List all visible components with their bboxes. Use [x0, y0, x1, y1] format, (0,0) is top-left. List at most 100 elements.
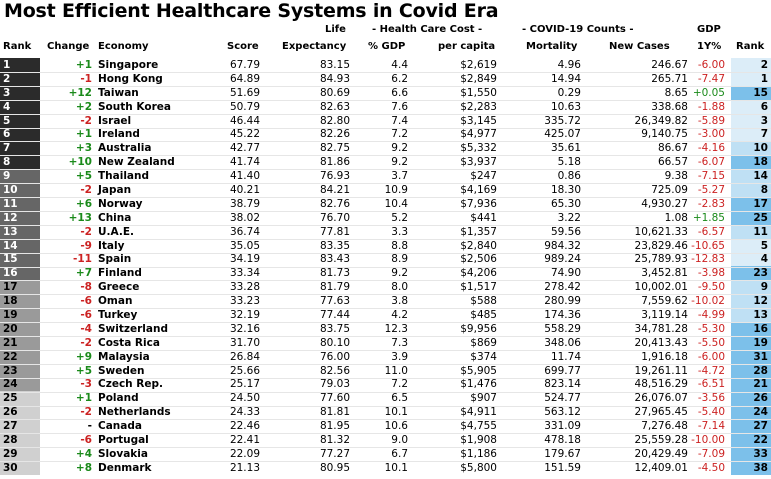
economy-cell: Costa Rica — [98, 336, 160, 349]
gdp-1y-cell: -9.50 — [697, 281, 725, 294]
change-cell: +6 — [75, 197, 92, 210]
table-row: 1 +1 Singapore 67.79 83.15 4.4 $2,619 4.96 246.6… — [0, 58, 771, 72]
table-row: 20 -4 Switzerland 32.16 83.75 12.3 $9,956 558.2… — [0, 321, 771, 336]
table-row: 17 -8 Greece 33.28 81.79 8.0 $1,517 278.42 10,00… — [0, 280, 771, 295]
economy-cell: Slovakia — [98, 447, 148, 460]
score-cell: 33.23 — [229, 295, 260, 308]
new-cases-cell: 10,002.01 — [634, 281, 688, 294]
mortality-cell: 280.99 — [544, 295, 581, 308]
header-gdp-pct: % GDP — [368, 41, 406, 52]
mortality-cell: 4.96 — [557, 59, 581, 71]
economy-cell: Spain — [98, 253, 132, 266]
rank-2-cell: 12 — [731, 294, 771, 309]
score-cell: 34.19 — [229, 253, 260, 266]
economy-cell: Poland — [98, 392, 139, 405]
rank-cell: 2 — [0, 71, 40, 86]
score-cell: 41.74 — [229, 156, 260, 169]
per-capita-cell: $4,977 — [460, 128, 497, 141]
life-expectancy-cell: 79.03 — [319, 378, 350, 391]
score-cell: 40.21 — [229, 184, 260, 197]
mortality-cell: 823.14 — [544, 378, 581, 391]
life-expectancy-cell: 77.44 — [319, 309, 350, 322]
change-cell: +5 — [75, 364, 92, 377]
rank-2-cell: 5 — [731, 238, 771, 253]
mortality-cell: 179.67 — [544, 447, 581, 460]
economy-cell: Greece — [98, 281, 140, 294]
gdp-1y-cell: -6.00 — [697, 350, 725, 363]
economy-cell: Hong Kong — [98, 72, 163, 85]
mortality-cell: 563.12 — [544, 406, 581, 419]
rank-2-cell: 10 — [731, 141, 771, 156]
new-cases-cell: 19,261.11 — [634, 364, 688, 377]
rank-cell: 24 — [0, 377, 40, 392]
gdp-1y-cell: +0.05 — [692, 86, 725, 99]
life-expectancy-cell: 77.63 — [319, 295, 350, 308]
rank-2-cell: 13 — [731, 308, 771, 322]
table-row: 13 -2 U.A.E. 36.74 77.81 3.3 $1,357 59.56 10,621… — [0, 224, 771, 239]
economy-cell: Oman — [98, 295, 133, 308]
life-expectancy-cell: 82.76 — [319, 197, 350, 210]
rank-2-cell: 23 — [731, 266, 771, 281]
header-mortality: Mortality — [526, 41, 578, 52]
per-capita-cell: $2,840 — [460, 239, 497, 252]
economy-cell: Norway — [98, 197, 143, 210]
per-capita-cell: $5,905 — [460, 364, 497, 377]
per-capita-cell: $441 — [470, 211, 497, 224]
table-row: 7 +3 Australia 42.77 82.75 9.2 $5,332 35.61 86.6… — [0, 141, 771, 156]
rank-2-cell: 26 — [731, 391, 771, 406]
per-capita-cell: $247 — [470, 170, 497, 183]
change-cell: -2 — [80, 114, 92, 127]
header-gdp-line2: 1Y% — [697, 41, 722, 52]
mortality-cell: 558.29 — [544, 322, 581, 335]
rank-2-cell: 27 — [731, 419, 771, 434]
row-divider — [0, 197, 771, 198]
gdp-pct-cell: 8.9 — [391, 253, 408, 266]
gdp-1y-cell: -10.65 — [691, 239, 725, 252]
new-cases-cell: 725.09 — [651, 184, 688, 197]
economy-cell: Malaysia — [98, 350, 150, 363]
score-cell: 45.22 — [229, 128, 260, 141]
header-new-cases: New Cases — [609, 41, 670, 52]
row-divider — [0, 252, 771, 254]
per-capita-cell: $4,206 — [460, 267, 497, 280]
mortality-cell: 425.07 — [544, 128, 581, 141]
new-cases-cell: 25,789.93 — [634, 253, 688, 266]
row-divider — [0, 141, 771, 143]
gdp-1y-cell: -7.15 — [697, 170, 725, 183]
life-expectancy-cell: 84.21 — [319, 184, 350, 197]
table-row: 18 -6 Oman 33.23 77.63 3.8 $588 280.99 7,559.62-… — [0, 294, 771, 309]
economy-cell: Ireland — [98, 128, 140, 141]
mortality-cell: 5.18 — [557, 156, 581, 169]
score-cell: 26.84 — [229, 350, 260, 363]
life-expectancy-cell: 82.75 — [319, 142, 350, 155]
economy-cell: Czech Rep. — [98, 378, 164, 391]
per-capita-cell: $1,186 — [460, 447, 497, 460]
rank-2-cell: 24 — [731, 405, 771, 420]
row-divider — [0, 447, 771, 449]
mortality-cell: 278.42 — [544, 281, 581, 294]
score-cell: 24.33 — [229, 406, 260, 419]
row-divider — [0, 308, 771, 310]
table-row: 21 -2 Costa Rica 31.70 80.10 7.3 $869 348.06 20,… — [0, 335, 771, 350]
new-cases-cell: 27,965.45 — [634, 406, 688, 419]
row-divider — [0, 71, 771, 73]
gdp-1y-cell: -7.14 — [697, 420, 725, 433]
per-capita-cell: $588 — [470, 295, 497, 308]
table-row: 19 -6 Turkey 32.19 77.44 4.2 $485 174.36 3,119.1… — [0, 308, 771, 322]
life-expectancy-cell: 84.93 — [319, 72, 350, 85]
rank-2-cell: 7 — [731, 127, 771, 142]
life-expectancy-cell: 82.26 — [319, 128, 350, 141]
new-cases-cell: 3,119.14 — [641, 309, 688, 322]
mortality-cell: 0.86 — [557, 170, 581, 183]
row-divider — [0, 377, 771, 379]
rank-2-cell: 28 — [731, 363, 771, 378]
gdp-pct-cell: 6.7 — [391, 447, 408, 460]
change-cell: +1 — [75, 59, 92, 71]
change-cell: +1 — [75, 392, 92, 405]
rank-cell: 11 — [0, 196, 40, 211]
score-cell: 64.89 — [229, 72, 260, 85]
rank-2-cell: 19 — [731, 335, 771, 350]
row-divider — [0, 169, 771, 171]
rank-cell: 15 — [0, 252, 40, 267]
economy-cell: Turkey — [98, 309, 138, 322]
